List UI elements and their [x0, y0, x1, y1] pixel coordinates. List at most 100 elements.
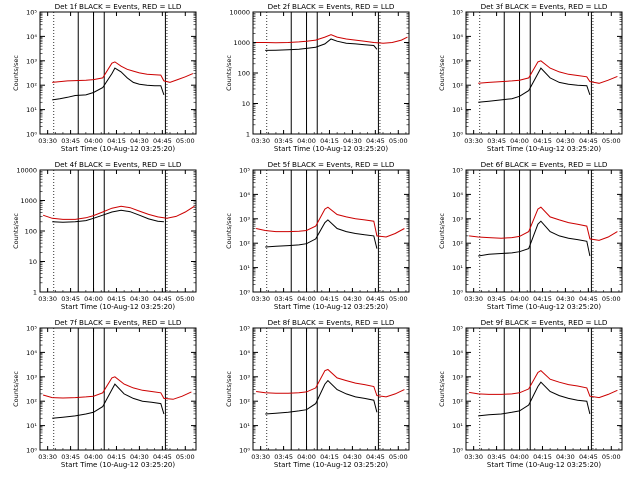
x-tick-label: 04:30 — [130, 137, 149, 145]
x-tick-label: 04:15 — [533, 453, 552, 461]
plot-title: Det 9f BLACK = Events, RED = LLD — [481, 318, 608, 327]
x-tick-label: 04:00 — [510, 453, 529, 461]
plot-panel: Det 2f BLACK = Events, RED = LLD Counts/s… — [225, 2, 410, 153]
y-axis-label: Counts/sec — [12, 55, 20, 91]
series-line-lld — [469, 206, 618, 241]
plot-frame — [465, 327, 623, 451]
plot-frame — [465, 11, 623, 135]
x-axis-label: Start Time (10-Aug-12 03:25:20) — [61, 303, 175, 311]
series-line-events — [52, 67, 165, 101]
y-tick-label: 10¹ — [452, 264, 463, 272]
plot-title: Det 4f BLACK = Events, RED = LLD — [55, 160, 182, 169]
x-tick-label: 04:15 — [107, 295, 126, 303]
plot-panel: Det 5f BLACK = Events, RED = LLD Counts/s… — [225, 160, 410, 311]
y-tick-label: 10⁰ — [452, 131, 463, 139]
x-tick-label: 03:45 — [61, 137, 80, 145]
y-tick-label: 10000 — [229, 9, 250, 17]
y-tick-label: 10⁰ — [452, 289, 463, 297]
x-tick-label: 04:30 — [343, 137, 362, 145]
x-tick-label: 04:00 — [84, 295, 103, 303]
x-tick-label: 04:15 — [533, 137, 552, 145]
y-tick-label: 10² — [452, 82, 463, 90]
x-tick-label: 03:45 — [487, 137, 506, 145]
x-tick-label: 04:45 — [579, 295, 598, 303]
y-tick-label: 10⁴ — [452, 349, 463, 357]
x-tick-label: 03:45 — [487, 453, 506, 461]
x-tick-label: 04:00 — [84, 453, 103, 461]
plot-panel: Det 9f BLACK = Events, RED = LLD Counts/s… — [438, 318, 623, 469]
x-tick-label: 04:30 — [556, 137, 575, 145]
y-tick-label: 10¹ — [452, 106, 463, 114]
x-axis-label: Start Time (10-Aug-12 03:25:20) — [61, 461, 175, 469]
y-tick-label: 10³ — [452, 215, 463, 223]
y-tick-label: 10 — [29, 258, 37, 266]
plot-title: Det 3f BLACK = Events, RED = LLD — [481, 2, 608, 11]
x-tick-label: 05:00 — [389, 137, 408, 145]
plot-frame — [39, 169, 197, 293]
series-line-lld — [42, 376, 192, 400]
y-tick-label: 10¹ — [452, 422, 463, 430]
y-tick-label: 10⁵ — [452, 167, 463, 175]
x-tick-label: 04:45 — [366, 137, 385, 145]
y-tick-label: 10 — [242, 100, 250, 108]
y-tick-label: 10⁴ — [26, 349, 37, 357]
y-tick-label: 10⁵ — [26, 325, 37, 333]
plot-frame — [252, 169, 410, 293]
y-tick-label: 10⁰ — [239, 289, 250, 297]
x-tick-label: 04:45 — [366, 295, 385, 303]
series-line-lld — [478, 60, 618, 84]
y-axis-label: Counts/sec — [438, 213, 446, 249]
y-tick-label: 10⁵ — [239, 325, 250, 333]
series-line-lld — [256, 368, 405, 398]
y-tick-label: 10³ — [452, 373, 463, 381]
x-tick-label: 04:30 — [130, 453, 149, 461]
x-tick-label: 03:45 — [274, 453, 293, 461]
plot-title: Det 7f BLACK = Events, RED = LLD — [55, 318, 182, 327]
y-tick-label: 10³ — [239, 373, 250, 381]
x-tick-label: 03:30 — [251, 295, 270, 303]
y-tick-label: 10³ — [26, 373, 37, 381]
x-tick-label: 04:00 — [84, 137, 103, 145]
y-tick-label: 10² — [239, 398, 250, 406]
y-tick-label: 10² — [26, 82, 37, 90]
x-axis-label: Start Time (10-Aug-12 03:25:20) — [274, 303, 388, 311]
y-tick-label: 10¹ — [239, 264, 250, 272]
y-tick-label: 1000 — [233, 39, 250, 47]
y-tick-label: 10⁴ — [452, 33, 463, 41]
x-axis-label: Start Time (10-Aug-12 03:25:20) — [487, 145, 601, 153]
y-tick-label: 10³ — [239, 215, 250, 223]
y-tick-label: 10⁵ — [26, 9, 37, 17]
x-tick-label: 04:30 — [556, 453, 575, 461]
plot-panel: Det 8f BLACK = Events, RED = LLD Counts/s… — [225, 318, 410, 469]
y-tick-label: 10⁰ — [26, 447, 37, 455]
x-tick-label: 04:15 — [107, 137, 126, 145]
x-tick-label: 04:30 — [130, 295, 149, 303]
x-tick-label: 04:45 — [153, 295, 172, 303]
y-tick-label: 10⁴ — [239, 191, 250, 199]
x-tick-label: 04:45 — [153, 453, 172, 461]
y-tick-label: 10¹ — [239, 422, 250, 430]
plot-frame — [252, 327, 410, 451]
series-line-lld — [255, 206, 405, 238]
y-tick-label: 10⁵ — [452, 325, 463, 333]
plot-frame — [252, 11, 410, 135]
series-line-events — [478, 220, 591, 257]
y-tick-label: 10⁰ — [26, 131, 37, 139]
plot-panel: Det 6f BLACK = Events, RED = LLD Counts/s… — [438, 160, 623, 311]
series-line-events — [265, 38, 378, 51]
y-axis-label: Counts/sec — [225, 213, 233, 249]
x-tick-label: 04:15 — [320, 137, 339, 145]
y-tick-label: 10² — [26, 398, 37, 406]
y-axis-label: Counts/sec — [438, 371, 446, 407]
y-tick-label: 10¹ — [26, 422, 37, 430]
x-tick-label: 05:00 — [176, 453, 195, 461]
plot-title: Det 2f BLACK = Events, RED = LLD — [268, 2, 395, 11]
x-tick-label: 03:30 — [464, 453, 483, 461]
y-tick-label: 10⁰ — [452, 447, 463, 455]
y-tick-label: 10⁰ — [239, 447, 250, 455]
series-line-lld — [52, 61, 194, 83]
plot-panel: Det 7f BLACK = Events, RED = LLD Counts/s… — [12, 318, 197, 469]
series-line-lld — [42, 205, 195, 220]
y-tick-label: 10² — [452, 240, 463, 248]
